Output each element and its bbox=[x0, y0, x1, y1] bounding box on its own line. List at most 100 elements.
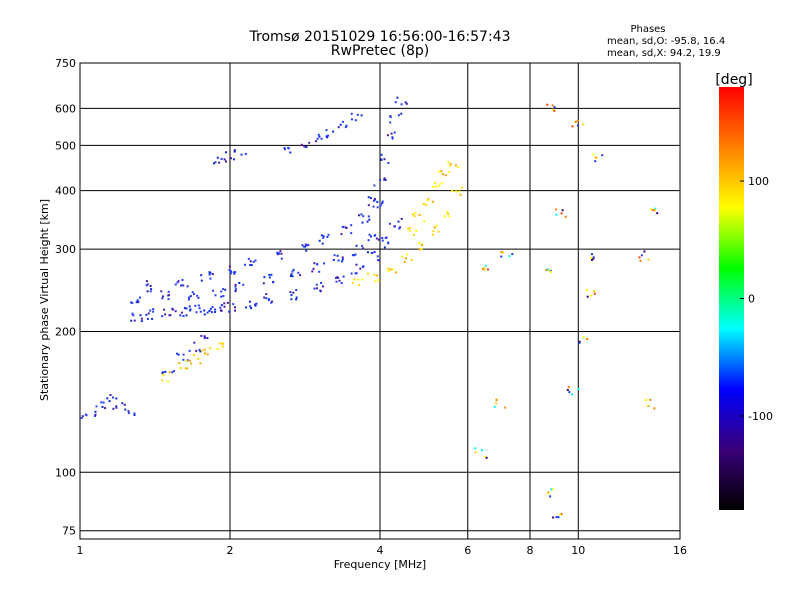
data-point bbox=[332, 130, 335, 133]
data-point bbox=[578, 341, 581, 344]
data-point bbox=[571, 125, 574, 128]
x-tick-label: 2 bbox=[227, 544, 234, 557]
phases-o-stats: mean, sd,O: -95.8, 16.4 bbox=[607, 36, 725, 47]
data-point bbox=[182, 284, 185, 287]
data-point bbox=[437, 230, 440, 233]
data-point bbox=[218, 342, 221, 345]
data-point bbox=[280, 257, 283, 260]
data-point bbox=[435, 224, 438, 227]
data-point bbox=[230, 157, 232, 160]
data-point bbox=[342, 225, 345, 228]
data-point bbox=[206, 337, 209, 339]
data-point bbox=[576, 119, 579, 122]
data-point bbox=[404, 101, 407, 104]
data-point bbox=[448, 215, 451, 218]
data-point bbox=[358, 214, 360, 217]
data-point bbox=[484, 264, 487, 267]
data-point bbox=[176, 281, 179, 284]
data-point bbox=[400, 103, 403, 106]
data-point bbox=[338, 279, 341, 282]
data-point bbox=[656, 212, 659, 215]
data-point bbox=[305, 249, 308, 252]
data-point bbox=[196, 294, 199, 297]
data-point bbox=[162, 295, 164, 298]
data-point bbox=[315, 140, 318, 143]
data-point bbox=[190, 362, 193, 365]
data-point bbox=[161, 379, 164, 382]
data-point bbox=[591, 258, 593, 261]
data-point bbox=[337, 126, 340, 129]
data-point bbox=[326, 236, 329, 238]
data-point bbox=[168, 371, 171, 374]
y-axis-label: Stationary phase Virtual Height [km] bbox=[38, 199, 51, 401]
data-point bbox=[123, 403, 126, 406]
data-point bbox=[393, 131, 396, 134]
data-point bbox=[232, 271, 235, 274]
data-point bbox=[391, 268, 394, 271]
data-point bbox=[272, 281, 275, 284]
data-point bbox=[379, 204, 382, 207]
data-point bbox=[546, 103, 549, 106]
data-point bbox=[322, 235, 325, 238]
data-point bbox=[228, 310, 230, 313]
data-point bbox=[168, 294, 170, 297]
data-point bbox=[356, 113, 359, 116]
data-point bbox=[381, 237, 384, 239]
data-point bbox=[431, 200, 434, 203]
data-point bbox=[500, 255, 503, 258]
x-tick-label: 16 bbox=[673, 544, 687, 557]
data-point bbox=[201, 349, 204, 352]
data-point bbox=[133, 412, 136, 415]
data-point bbox=[200, 279, 203, 282]
data-point bbox=[211, 273, 214, 276]
data-point bbox=[290, 298, 293, 301]
data-point bbox=[85, 414, 88, 417]
data-point bbox=[376, 255, 379, 258]
data-point bbox=[480, 449, 483, 452]
data-point bbox=[245, 306, 248, 309]
data-point bbox=[327, 233, 330, 236]
data-point bbox=[140, 317, 143, 320]
data-point bbox=[410, 259, 413, 262]
data-point bbox=[244, 152, 247, 155]
data-point bbox=[312, 267, 315, 270]
data-point bbox=[300, 143, 303, 146]
data-point bbox=[362, 215, 365, 218]
data-point bbox=[431, 233, 434, 236]
data-point bbox=[555, 213, 558, 216]
y-tick-label: 100 bbox=[55, 466, 76, 479]
data-point bbox=[574, 121, 577, 123]
data-point bbox=[210, 311, 213, 314]
data-point bbox=[214, 161, 217, 164]
data-point bbox=[112, 407, 115, 410]
data-point bbox=[383, 178, 386, 181]
data-point bbox=[383, 177, 386, 180]
data-point bbox=[145, 280, 148, 283]
data-point bbox=[372, 205, 375, 208]
data-point bbox=[654, 207, 657, 210]
data-point bbox=[162, 373, 165, 376]
data-point bbox=[638, 256, 641, 259]
data-point bbox=[374, 280, 377, 283]
data-point bbox=[284, 148, 286, 151]
data-point bbox=[101, 406, 104, 408]
data-point bbox=[214, 294, 217, 297]
data-point bbox=[185, 360, 188, 363]
data-point bbox=[560, 513, 563, 515]
data-point bbox=[397, 220, 400, 223]
data-point bbox=[350, 224, 353, 227]
data-point bbox=[387, 241, 390, 244]
data-point bbox=[178, 362, 181, 365]
data-point bbox=[206, 311, 209, 314]
data-point bbox=[220, 295, 223, 298]
data-point bbox=[249, 305, 252, 308]
data-point bbox=[295, 296, 298, 299]
data-point bbox=[359, 267, 362, 270]
data-point bbox=[449, 163, 452, 166]
data-point bbox=[326, 136, 329, 139]
y-tick-label: 75 bbox=[62, 525, 76, 538]
data-point bbox=[203, 335, 206, 338]
data-point bbox=[474, 447, 477, 450]
data-point bbox=[568, 391, 571, 394]
data-point bbox=[511, 253, 514, 256]
